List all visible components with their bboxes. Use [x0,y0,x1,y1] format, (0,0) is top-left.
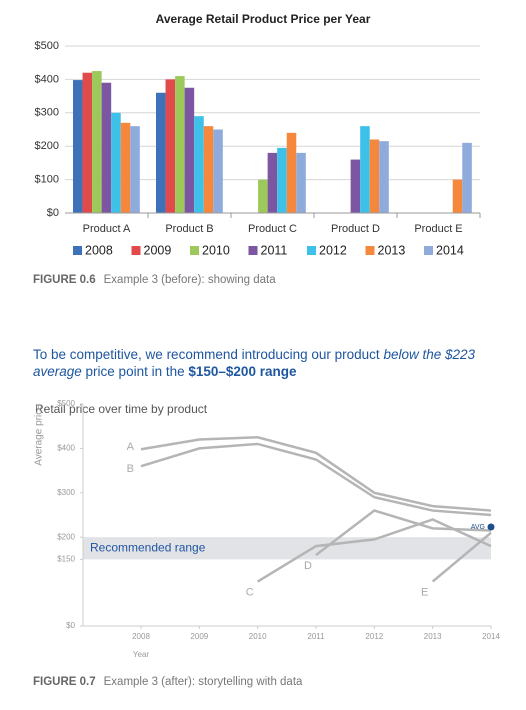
bar [101,82,112,214]
headline-emphasis: below the $223 average [33,347,476,379]
headline-text: To be competitive, we recommend introduc… [33,347,384,362]
legend-label: 2010 [202,243,230,257]
avg-label: AVG [471,524,485,531]
y-tick-label: $0 [47,207,59,219]
bar [267,152,278,213]
x-tick-label: Product D [331,223,380,235]
bar [156,92,166,213]
bar [350,159,361,213]
y-tick-label: $300 [35,107,59,119]
caption-number: FIGURE 0.7 [33,676,96,688]
x-tick-label: Product A [83,223,131,235]
bar [379,141,389,213]
bar [130,126,140,213]
line [315,509,492,556]
band-label: Recommended range [90,540,206,554]
bar [92,71,102,213]
x-tick-label: 2013 [424,632,442,641]
line [140,442,492,517]
bar [452,179,463,213]
legend-swatch [424,246,433,255]
bar [111,112,121,213]
legend-swatch [365,246,375,255]
line-label: D [304,560,312,572]
y-tick-label: $200 [57,532,75,541]
line-label: E [421,587,428,599]
bar [286,132,297,213]
chart-title: Average Retail Product Price per Year [156,12,371,26]
line [431,531,492,583]
legend-swatch [307,246,316,255]
headline-emphasis: $150–$200 range [188,364,297,379]
x-tick-label: 2008 [132,632,150,641]
y-tick-label: $0 [66,621,75,630]
bar [165,79,176,214]
bar [184,87,195,213]
legend-label: 2009 [144,243,172,257]
y-tick-label: $400 [57,444,75,453]
legend-label: 2011 [261,243,288,257]
headline-text: price point in the [81,364,189,379]
headline: To be competitive, we recommend introduc… [33,346,503,380]
recommended-band [83,537,491,560]
x-tick-label: 2012 [365,632,383,641]
legend-label: 2012 [319,243,347,257]
x-tick-label: 2014 [482,632,500,641]
legend-label: 2014 [436,243,464,257]
x-tick-label: Product E [414,223,462,235]
line [140,436,492,512]
legend-swatch [131,246,141,255]
y-tick-label: $500 [35,40,59,52]
bar [277,147,287,213]
bar [462,142,472,213]
x-tick-label: Product C [248,223,297,235]
caption: FIGURE 0.7 Example 3 (after): storytellin… [33,676,302,688]
caption-text: Example 3 (after): storytelling with dat… [103,676,303,688]
x-tick-label: 2009 [190,632,208,641]
bar [213,129,223,213]
legend-swatch [190,246,199,255]
x-tick-label: Product B [165,223,213,235]
line-label: B [127,463,134,475]
caption: FIGURE 0.6 Example 3 (before): showing da… [33,274,276,286]
bar [369,139,380,213]
y-tick-label: $400 [35,73,59,85]
y-tick-label: $500 [57,399,75,408]
bar [120,122,131,213]
y-tick-label: $300 [57,488,75,497]
avg-point [487,523,495,531]
y-axis-label: Average price [34,404,45,466]
bar [73,80,83,214]
bar [82,72,93,213]
legend-label: 2013 [378,243,406,257]
caption-text: Example 3 (before): showing data [103,274,276,286]
y-tick-label: $150 [57,555,75,564]
legend-swatch [248,246,258,255]
bar [194,116,204,213]
x-tick-label: 2011 [307,632,325,641]
bar [203,126,214,213]
caption-number: FIGURE 0.6 [33,274,96,286]
y-tick-label: $200 [35,140,59,152]
legend-swatch [73,246,82,255]
x-tick-label: 2010 [249,632,267,641]
bar [175,76,185,213]
bar [296,152,306,213]
bar [360,126,370,213]
legend-label: 2008 [85,243,113,257]
line-label: C [246,587,254,599]
y-tick-label: $100 [35,174,59,186]
bar [258,179,268,213]
x-axis-label: Year [133,650,150,659]
chart-title: Retail price over time by product [35,402,208,416]
line-label: A [127,441,135,453]
